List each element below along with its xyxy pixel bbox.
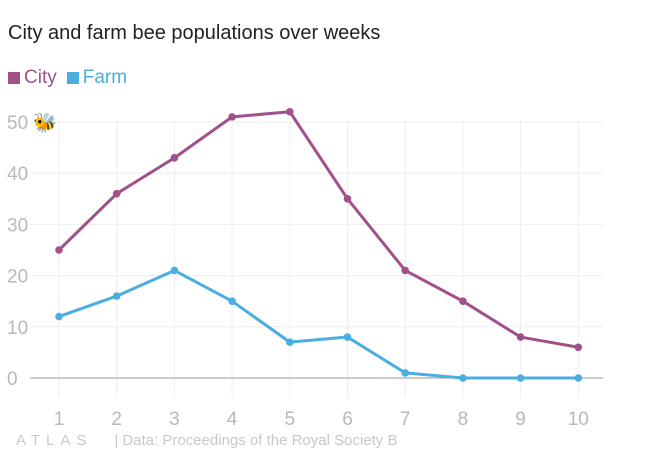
x-tick-label: 7 xyxy=(400,409,411,430)
chart-title: City and farm bee populations over weeks xyxy=(8,22,381,44)
data-point-farm xyxy=(112,292,121,300)
x-tick-label: 2 xyxy=(111,409,122,430)
legend-swatch-city xyxy=(8,72,20,84)
data-point-farm xyxy=(516,374,525,382)
data-point-city xyxy=(343,195,352,203)
y-tick-label: 0 xyxy=(7,369,18,390)
data-point-farm xyxy=(459,374,467,382)
legend-label-city: City xyxy=(24,67,57,88)
data-point-city xyxy=(459,297,467,306)
y-tick-label: 30 xyxy=(7,215,28,236)
y-tick-label: 10 xyxy=(7,318,28,339)
y-tick-label: 20 xyxy=(7,267,28,288)
footer: ATLAS | Data: Proceedings of the Royal S… xyxy=(16,432,397,449)
data-point-farm xyxy=(55,312,63,321)
legend-swatch-farm xyxy=(66,72,79,84)
x-tick-label: 8 xyxy=(458,409,469,430)
x-tick-label: 6 xyxy=(342,409,353,430)
source-note: Data: Proceedings of the Royal Society B xyxy=(122,432,398,449)
data-point-farm xyxy=(170,266,179,275)
data-point-city xyxy=(574,343,583,352)
x-tick-label: 4 xyxy=(227,409,238,430)
data-point-city xyxy=(170,154,179,162)
series-line-farm xyxy=(57,268,580,380)
x-tick-label: 9 xyxy=(515,409,526,430)
x-tick-label: 5 xyxy=(285,409,296,430)
data-point-city xyxy=(286,107,294,116)
data-point-farm xyxy=(228,297,236,306)
y-tick-label: 40 xyxy=(7,164,28,185)
atlas-logo: ATLAS xyxy=(16,432,93,449)
legend-item-farm: Farm xyxy=(66,67,128,89)
data-point-farm xyxy=(343,333,352,341)
data-point-farm xyxy=(574,374,583,382)
footer-separator: | xyxy=(114,432,119,449)
series-line-city xyxy=(57,110,580,349)
x-tick-label: 10 xyxy=(568,409,589,430)
data-point-farm xyxy=(401,369,410,377)
x-tick-label: 3 xyxy=(169,409,180,430)
y-tick-label: 50 🐝 xyxy=(7,112,57,134)
legend: City Farm xyxy=(8,67,137,89)
data-point-farm xyxy=(286,338,294,346)
data-point-city xyxy=(401,266,410,275)
legend-label-farm: Farm xyxy=(82,67,128,88)
x-tick-label: 1 xyxy=(54,409,65,430)
data-point-city xyxy=(55,246,63,254)
data-point-city xyxy=(228,113,236,121)
data-point-city xyxy=(112,189,121,198)
legend-item-city: City xyxy=(8,67,57,89)
data-point-city xyxy=(516,333,525,341)
